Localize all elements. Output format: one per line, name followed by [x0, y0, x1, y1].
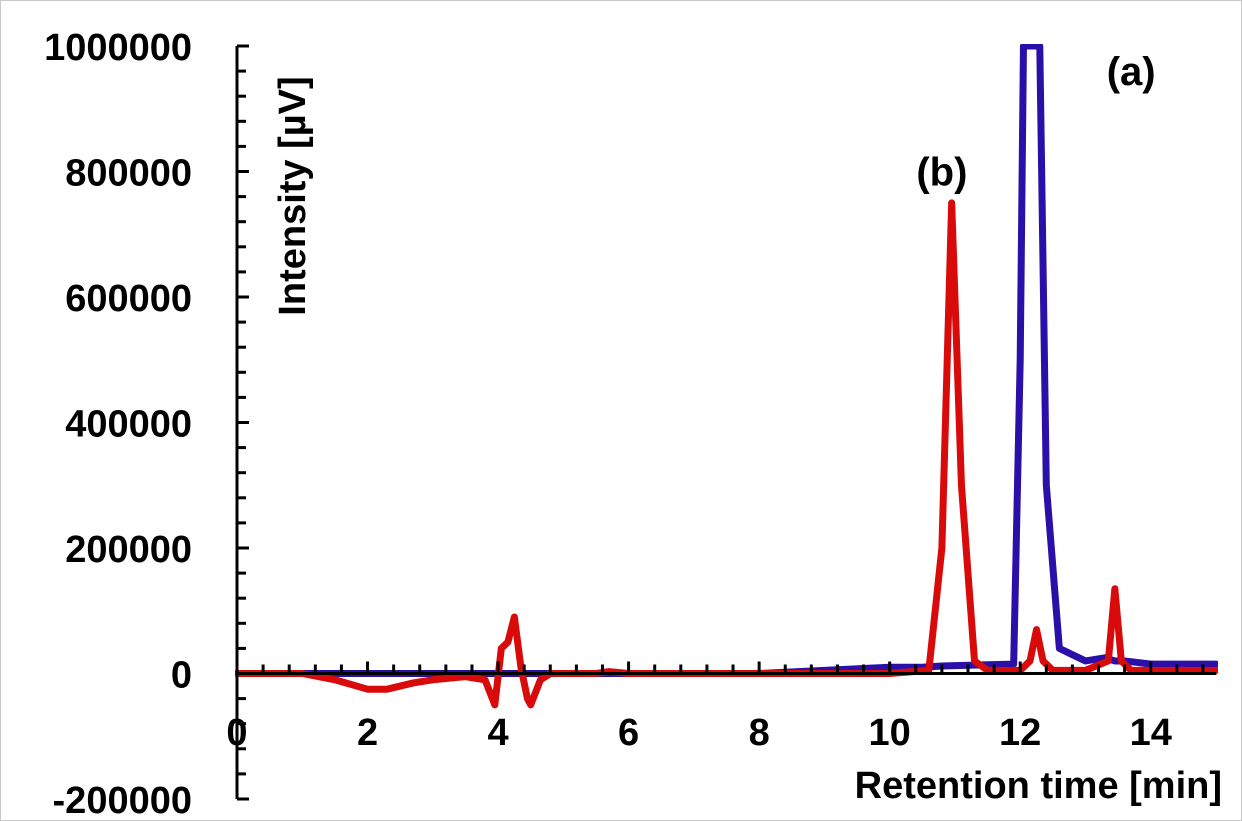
x-tick-label: 2 — [357, 712, 378, 754]
x-tick-label: 10 — [869, 712, 911, 754]
x-axis-title: Retention time [min] — [855, 765, 1222, 807]
x-tick-label: 12 — [999, 712, 1041, 754]
y-tick-label: 1000000 — [44, 27, 192, 69]
x-tick-label: 14 — [1130, 712, 1172, 754]
y-tick-label: 800000 — [65, 153, 192, 195]
axes-layer — [235, 44, 1216, 801]
y-axis-title: Intensity [µV] — [272, 76, 314, 315]
labels-layer: -200000 0 200000 400000 600000 800000 1000000 0… — [44, 27, 1222, 821]
y-tick-label: 200000 — [65, 529, 192, 571]
y-tick-label: 600000 — [65, 278, 192, 320]
y-tick-label: 0 — [171, 655, 192, 697]
x-tick-label: 4 — [487, 712, 508, 754]
x-tick-label: 6 — [618, 712, 639, 754]
annotation-a: (a) — [1107, 50, 1156, 94]
annotation-b: (b) — [916, 151, 967, 195]
x-tick-label: 0 — [226, 712, 247, 754]
y-tick-label: -200000 — [53, 780, 192, 821]
x-tick-label: 8 — [749, 712, 770, 754]
y-tick-label: 400000 — [65, 404, 192, 446]
